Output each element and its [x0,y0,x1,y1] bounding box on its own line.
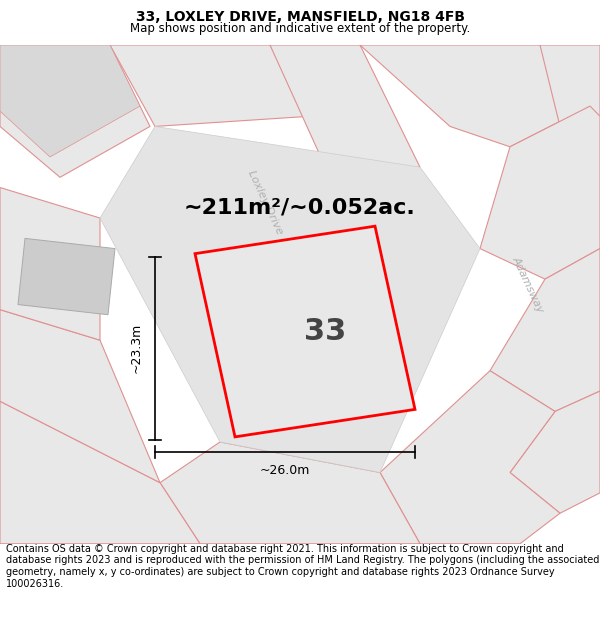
Polygon shape [480,106,600,279]
Polygon shape [0,309,160,482]
Text: Map shows position and indicative extent of the property.: Map shows position and indicative extent… [130,22,470,35]
Text: Adamsway: Adamsway [511,254,545,314]
Polygon shape [490,249,600,411]
Polygon shape [540,45,600,126]
Text: ~26.0m: ~26.0m [260,464,310,478]
Polygon shape [0,401,200,544]
Polygon shape [270,45,420,177]
Polygon shape [510,391,600,513]
Text: ~23.3m: ~23.3m [130,323,143,374]
Polygon shape [100,126,480,473]
Text: ~211m²/~0.052ac.: ~211m²/~0.052ac. [184,198,416,218]
Polygon shape [160,442,420,544]
Polygon shape [0,45,150,177]
Polygon shape [18,238,115,315]
Polygon shape [380,371,560,544]
Polygon shape [110,45,310,126]
Text: 33: 33 [304,317,346,346]
Polygon shape [0,45,140,157]
Polygon shape [0,188,100,340]
Text: Contains OS data © Crown copyright and database right 2021. This information is : Contains OS data © Crown copyright and d… [6,544,599,589]
Text: Loxley Drive: Loxley Drive [246,169,284,236]
Polygon shape [360,45,590,147]
Text: 33, LOXLEY DRIVE, MANSFIELD, NG18 4FB: 33, LOXLEY DRIVE, MANSFIELD, NG18 4FB [136,10,464,24]
Polygon shape [195,226,415,437]
